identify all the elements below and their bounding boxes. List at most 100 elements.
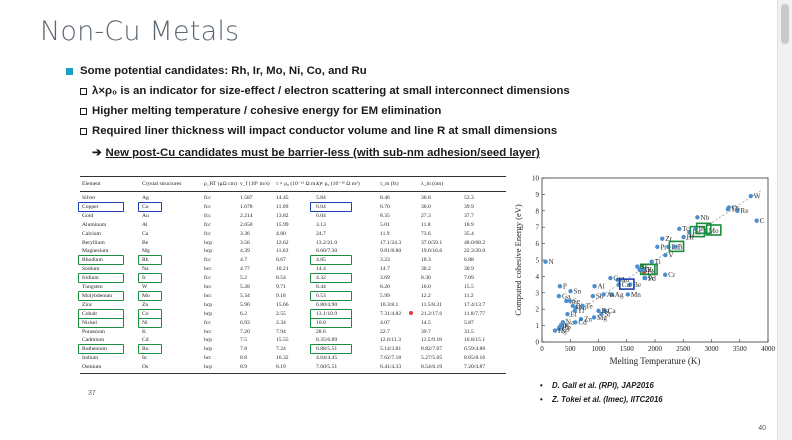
arrow-right-icon: ➔ bbox=[92, 147, 102, 159]
symbol-highlight-box bbox=[138, 273, 162, 284]
x-tick-label: 0 bbox=[540, 345, 544, 353]
point-label: Cd bbox=[578, 319, 587, 327]
table-cell: 8.54 bbox=[276, 275, 286, 282]
bullet-sub-text: Required liner thickness will impact con… bbox=[92, 125, 558, 137]
scrollbar-thumb[interactable] bbox=[781, 4, 789, 44]
table-cell: Molybdenum bbox=[82, 292, 113, 299]
table-cell: Ca bbox=[142, 230, 149, 237]
table-cell: fcc bbox=[204, 275, 211, 282]
point-label: W bbox=[754, 192, 761, 200]
table-cell: hcp bbox=[204, 364, 213, 371]
point-label: Rb bbox=[563, 324, 572, 332]
lambda-rho-highlight-box bbox=[310, 201, 352, 212]
table-cell: 14.4 bbox=[316, 266, 326, 273]
table-cell: Au bbox=[142, 212, 149, 219]
bullet-sub-text: λ×ρ₀ is an indicator for size-effect / e… bbox=[92, 85, 570, 97]
table-header-cell: Element bbox=[82, 181, 101, 187]
table-cell: 37.0/59.1 bbox=[421, 239, 443, 246]
table-cell: 16.8/15.1 bbox=[464, 337, 486, 344]
table-cell: W bbox=[142, 284, 148, 290]
point-label: Ga bbox=[562, 292, 571, 300]
table-cell: Silver bbox=[82, 195, 96, 201]
table-cell: Cadmium bbox=[82, 337, 105, 344]
lambda-rho-highlight-box bbox=[310, 344, 352, 355]
scatter-point bbox=[557, 284, 563, 289]
y-tick-label: 0 bbox=[536, 339, 540, 347]
scatter-point bbox=[596, 308, 601, 314]
table-row: Osmium Os hcp 8.9 8.19 7.60/5.51 6.41/4.33 8.54… bbox=[80, 363, 506, 372]
table-row: Cadmium Cd hcp 7.5 15.55 8.35/6.89 12.6/11.3 11… bbox=[80, 336, 506, 345]
table-cell: 9.71 bbox=[276, 284, 286, 290]
scatter-point bbox=[662, 272, 668, 277]
table-cell: bcc bbox=[204, 266, 212, 273]
scrollbar[interactable] bbox=[777, 0, 792, 440]
table-cell: Magnesium bbox=[82, 248, 109, 255]
table-cell: 7.09 bbox=[464, 275, 474, 282]
table-cell: 8.9 bbox=[240, 364, 247, 371]
reference-text: D. Gall et al. (RPI), JAP2016 bbox=[552, 381, 654, 390]
table-row: Rhodium Rh fcc 4.7 6.67 4.85 3.23 10.3 6.88 bbox=[80, 256, 506, 265]
table-cell: Osmium bbox=[82, 364, 102, 371]
table-cell: 7.20 bbox=[240, 328, 250, 335]
point-label: Hg bbox=[558, 327, 567, 335]
bullet-main-text: Some potential candidates: Rh, Ir, Mo, N… bbox=[80, 65, 367, 77]
highlight-box bbox=[695, 222, 712, 235]
table-cell: Calcium bbox=[82, 230, 101, 237]
bullet-list: Some potential candidates: Rh, Ir, Mo, N… bbox=[66, 65, 766, 165]
table-cell: Mg bbox=[142, 248, 150, 255]
table-row: Indium In bct 8.8 16.32 4.64/4.45 7.62/7.18 5.2… bbox=[80, 354, 506, 363]
table-cell: 16.32 bbox=[276, 355, 289, 362]
table-cell: 6.88/5.51 bbox=[316, 346, 338, 353]
table-header-cell: λ × ρ₀ (10⁻¹⁶ Ω m²) bbox=[316, 181, 360, 187]
table-cell: 7.31/4.82 bbox=[380, 310, 402, 317]
table-cell: 8.8 bbox=[240, 355, 247, 362]
table-cell: hcp bbox=[204, 310, 213, 317]
table-cell: fcc bbox=[204, 195, 211, 201]
table-cell: 5.14/3.81 bbox=[380, 346, 402, 353]
bullet-dot-icon: • bbox=[540, 381, 543, 390]
table-cell: 4.07 bbox=[380, 319, 390, 326]
table-row: Silver Ag fcc 1.587 14.45 5.84 8.46 36.8 53.3 bbox=[80, 194, 506, 203]
y-tick-label: 5 bbox=[536, 257, 540, 265]
table-cell: Iridium bbox=[82, 275, 99, 282]
highlight-box bbox=[668, 240, 685, 253]
scatter-point bbox=[591, 315, 597, 320]
y-tick-label: 4 bbox=[536, 273, 540, 281]
point-label: Pt bbox=[660, 243, 666, 251]
y-tick-label: 1 bbox=[536, 322, 540, 330]
table-cell: 6.2 bbox=[240, 310, 247, 317]
x-tick-label: 1500 bbox=[620, 345, 635, 353]
table-cell: 8.35/6.89 bbox=[316, 337, 338, 344]
table-cell: 39.7 bbox=[421, 328, 431, 335]
table-header-cell: v_f (10⁶ m/s) bbox=[240, 181, 270, 187]
y-tick-label: 2 bbox=[536, 306, 540, 314]
table-cell: 22.7 bbox=[380, 328, 390, 335]
table-cell: bcc bbox=[204, 292, 212, 299]
scatter-point bbox=[681, 234, 686, 240]
scatter-point bbox=[567, 298, 573, 304]
y-tick-label: 10 bbox=[532, 175, 540, 183]
table-cell: 39.9 bbox=[464, 203, 474, 210]
table-cell: Cd bbox=[142, 337, 149, 344]
x-tick-label: 3500 bbox=[733, 345, 748, 353]
table-cell: 15.99 bbox=[276, 221, 289, 228]
point-label: Si bbox=[640, 263, 646, 271]
highlight-box bbox=[705, 224, 722, 236]
table-cell: Indium bbox=[82, 355, 99, 362]
scatter-point bbox=[599, 311, 604, 317]
scatter-point bbox=[735, 208, 740, 213]
table-cell: 8.20 bbox=[380, 284, 390, 290]
table-row: Zinc Zn hcp 5.90 15.66 6.80/4.90 10.3/8.1 11.5/… bbox=[80, 301, 506, 310]
lambda-rho-highlight-box bbox=[310, 290, 352, 301]
table-cell: 8.30 bbox=[421, 275, 431, 282]
table-cell: 8.46 bbox=[380, 195, 390, 201]
table-cell: 2.34 bbox=[276, 319, 286, 326]
scatter-point bbox=[672, 244, 677, 250]
point-label: C bbox=[760, 217, 765, 225]
table-cell: 7.24 bbox=[276, 346, 286, 353]
point-label: Mn bbox=[631, 291, 641, 299]
point-label: Zn bbox=[584, 315, 592, 323]
table-header-cell: Crystal structures bbox=[142, 181, 182, 187]
table-header-cell: λ_m (nm) bbox=[421, 181, 444, 187]
table-cell: 5.90 bbox=[240, 301, 250, 308]
